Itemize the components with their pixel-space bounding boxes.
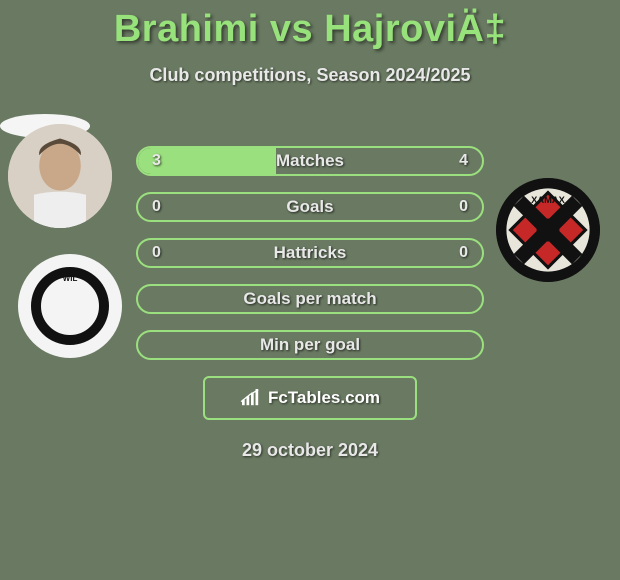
stat-label: Goals bbox=[138, 197, 482, 217]
stat-label: Matches bbox=[138, 151, 482, 171]
brand-box: FcTables.com bbox=[203, 376, 417, 420]
stat-row-min-per-goal: Min per goal bbox=[136, 330, 484, 360]
xamax-badge-icon: XAMAX bbox=[496, 178, 600, 282]
stat-right-value: 0 bbox=[459, 244, 468, 262]
club-right-badge: XAMAX bbox=[496, 178, 600, 282]
stat-rows: 3 Matches 4 0 Goals 0 0 Hattricks 0 Goal… bbox=[136, 138, 484, 360]
avatar-placeholder-icon bbox=[8, 124, 112, 228]
stat-label: Min per goal bbox=[138, 335, 482, 355]
stat-right-value: 4 bbox=[459, 152, 468, 170]
stat-row-goals: 0 Goals 0 bbox=[136, 192, 484, 222]
stat-row-matches: 3 Matches 4 bbox=[136, 146, 484, 176]
stat-label: Hattricks bbox=[138, 243, 482, 263]
page-title: Brahimi vs HajroviÄ‡ bbox=[0, 0, 620, 51]
player-left-avatar bbox=[8, 124, 112, 228]
date-label: 29 october 2024 bbox=[0, 440, 620, 461]
club-left-badge: WIL bbox=[18, 254, 122, 358]
stat-label: Goals per match bbox=[138, 289, 482, 309]
subtitle: Club competitions, Season 2024/2025 bbox=[0, 65, 620, 86]
stat-right-value: 0 bbox=[459, 198, 468, 216]
stat-row-goals-per-match: Goals per match bbox=[136, 284, 484, 314]
comparison-area: WIL XAMAX 3 Matches 4 0 Goals 0 bbox=[0, 114, 620, 461]
brand-label: FcTables.com bbox=[268, 388, 380, 408]
club-left-short: WIL bbox=[63, 274, 78, 283]
stat-row-hattricks: 0 Hattricks 0 bbox=[136, 238, 484, 268]
bar-chart-icon bbox=[240, 389, 262, 407]
club-right-short: XAMAX bbox=[531, 195, 566, 205]
